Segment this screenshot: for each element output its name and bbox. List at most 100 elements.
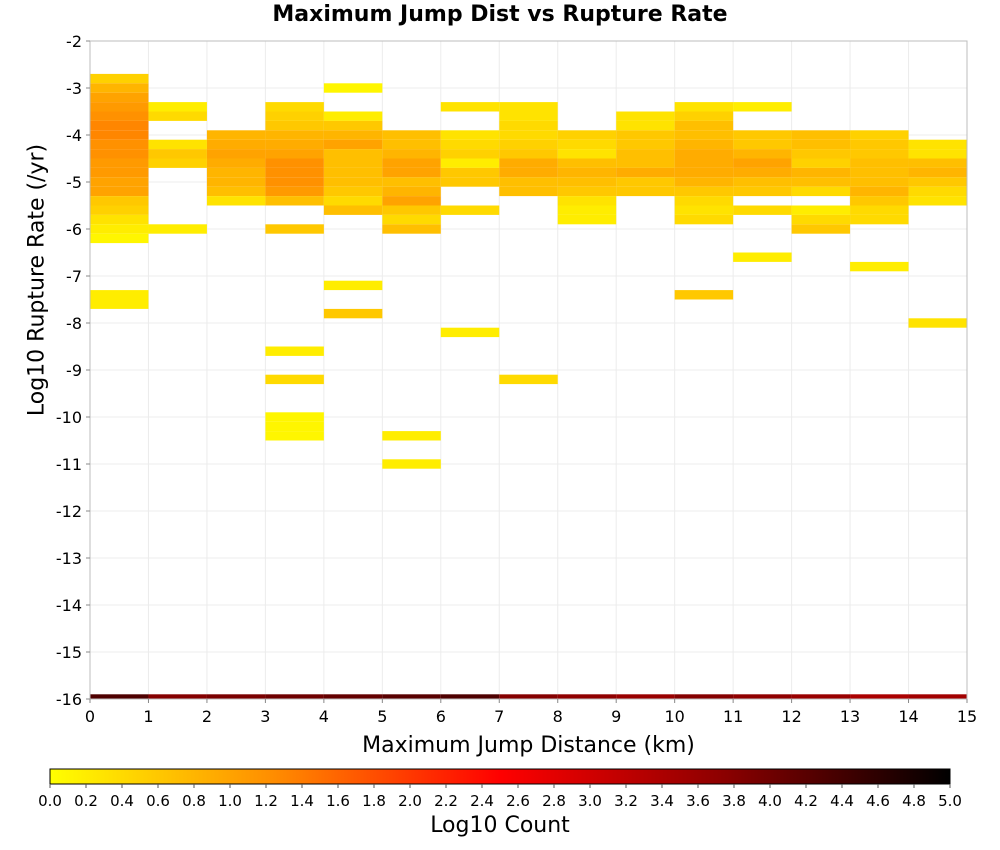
heatmap-cell (499, 158, 558, 168)
x-tick-label: 6 (436, 707, 446, 726)
heatmap-cell (733, 139, 792, 150)
heatmap-cell (791, 149, 851, 159)
heatmap-cell (323, 196, 383, 206)
heatmap-cell (148, 694, 207, 699)
heatmap-cell (265, 149, 324, 159)
heatmap-cell (440, 205, 500, 215)
heatmap-cell (674, 120, 734, 131)
heatmap-cell (206, 186, 266, 197)
heatmap-cell (791, 177, 851, 187)
heatmap-cell (908, 158, 967, 168)
heatmap-cell (382, 431, 441, 441)
x-tick-label: 13 (840, 707, 860, 726)
heatmap-cell (265, 412, 324, 422)
x-tick-label: 14 (898, 707, 918, 726)
heatmap-cell (265, 694, 324, 699)
heatmap-cell (674, 158, 734, 168)
heatmap-cell (206, 139, 266, 150)
heatmap-cell (90, 83, 149, 93)
heatmap-cell (499, 139, 558, 150)
heatmap-cell (908, 186, 967, 197)
heatmap-cell (440, 102, 500, 112)
heatmap-cell (791, 224, 851, 234)
heatmap-cell (265, 224, 324, 234)
y-tick-label: -13 (56, 549, 82, 568)
heatmap-cell (557, 158, 617, 168)
heatmap-cell (206, 196, 266, 206)
x-tick-label: 8 (553, 707, 563, 726)
heatmap-cell (440, 327, 500, 338)
colorbar-tick-label: 3.8 (722, 792, 746, 810)
heatmap-cell (850, 177, 909, 187)
x-tick-label: 15 (957, 707, 977, 726)
heatmap-cell (90, 73, 149, 84)
colorbar-tick-label: 1.0 (218, 792, 242, 810)
heatmap-cell (908, 177, 967, 187)
heatmap-cell (733, 102, 792, 112)
heatmap-cell (206, 158, 266, 168)
heatmap-cell (850, 167, 909, 178)
colorbar-tick-label: 0.8 (182, 792, 206, 810)
colorbar-tick-label: 3.2 (614, 792, 638, 810)
colorbar-tick-labels: 0.0 0.2 0.4 0.6 0.8 1.0 1.2 1.4 1.6 1.8 2.0 2.2 2.4 2… (38, 784, 962, 810)
x-tick-label: 5 (377, 707, 387, 726)
heatmap-cell (674, 102, 734, 112)
colorbar-tick-label: 4.6 (866, 792, 890, 810)
heatmap-cell (557, 167, 617, 178)
x-tick-label: 0 (85, 707, 95, 726)
heatmap-cell (791, 167, 851, 178)
heatmap-cell (323, 111, 383, 121)
colorbar-tick-label: 2.0 (398, 792, 422, 810)
heatmap-cell (90, 290, 149, 300)
heatmap-cell (674, 177, 734, 187)
colorbar-tick-label: 4.2 (794, 792, 818, 810)
x-tick-label: 12 (781, 707, 801, 726)
y-tick-label: -16 (56, 690, 82, 709)
y-tick-label: -5 (66, 173, 82, 192)
heatmap-cell (90, 177, 149, 187)
heatmap-cell (440, 139, 500, 150)
heatmap-cell (850, 186, 909, 197)
heatmap-cell (908, 694, 967, 699)
heatmap-cell (206, 167, 266, 178)
heatmap-cell (850, 196, 909, 206)
heatmap-cell (674, 139, 734, 150)
heatmap-cell (323, 83, 383, 93)
heatmap-cell (206, 694, 266, 699)
heatmap-cell (265, 346, 324, 356)
heatmap-cell (499, 149, 558, 159)
colorbar-tick-label: 3.0 (578, 792, 602, 810)
heatmap-cell (616, 158, 675, 168)
heatmap-cell (206, 130, 266, 140)
colorbar-label: Log10 Count (430, 813, 570, 838)
heatmap-cell (674, 111, 734, 121)
heatmap-cell (850, 149, 909, 159)
x-tick-label: 9 (611, 707, 621, 726)
heatmap-cell (265, 177, 324, 187)
colorbar-tick-label: 0.6 (146, 792, 170, 810)
heatmap-cell (791, 158, 851, 168)
x-tick-labels: 0 1 2 3 4 5 6 7 8 9 10 11 12 13 14 15 (85, 699, 977, 726)
heatmap-cell (850, 694, 909, 699)
heatmap-cell (440, 167, 500, 178)
heatmap-cell (323, 130, 383, 140)
heatmap-cell (499, 102, 558, 112)
heatmap-cell (499, 186, 558, 197)
colorbar-tick-label: 0.4 (110, 792, 134, 810)
heatmap-cell (616, 149, 675, 159)
colorbar-tick-label: 5.0 (938, 792, 962, 810)
heatmap-cell (265, 139, 324, 150)
heatmap-cell (265, 158, 324, 168)
heatmap-cell (674, 694, 734, 699)
colorbar-tick-label: 1.2 (254, 792, 278, 810)
heatmap-cell (148, 149, 207, 159)
heatmap-cell (440, 158, 500, 168)
heatmap-cell (616, 120, 675, 131)
colorbar-tick-label: 4.0 (758, 792, 782, 810)
colorbar-tick-label: 2.8 (542, 792, 566, 810)
heatmap-cell (733, 252, 792, 262)
heatmap-cell (323, 280, 383, 291)
heatmap-cell (323, 177, 383, 187)
y-tick-label: -12 (56, 502, 82, 521)
